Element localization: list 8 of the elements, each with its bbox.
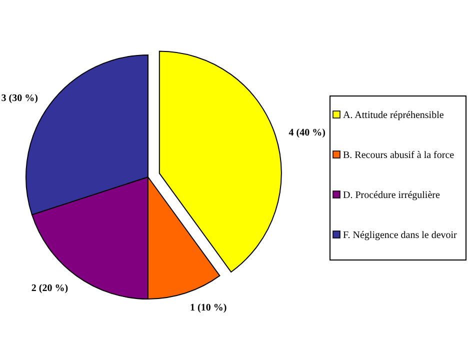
data-label: 1 (10 %): [190, 302, 227, 314]
data-label: 4 (40 %): [288, 127, 326, 138]
legend-label: A. Attitude répréhensible: [343, 110, 444, 121]
legend-label: D. Procédure irrégulière: [343, 190, 440, 201]
data-label: 3 (30 %): [1, 93, 38, 104]
legend-label: F. Négligence dans le devoir: [343, 230, 458, 241]
data-label: 2 (20 %): [31, 283, 68, 294]
legend-label: B. Recours abusif à la force: [343, 150, 455, 161]
